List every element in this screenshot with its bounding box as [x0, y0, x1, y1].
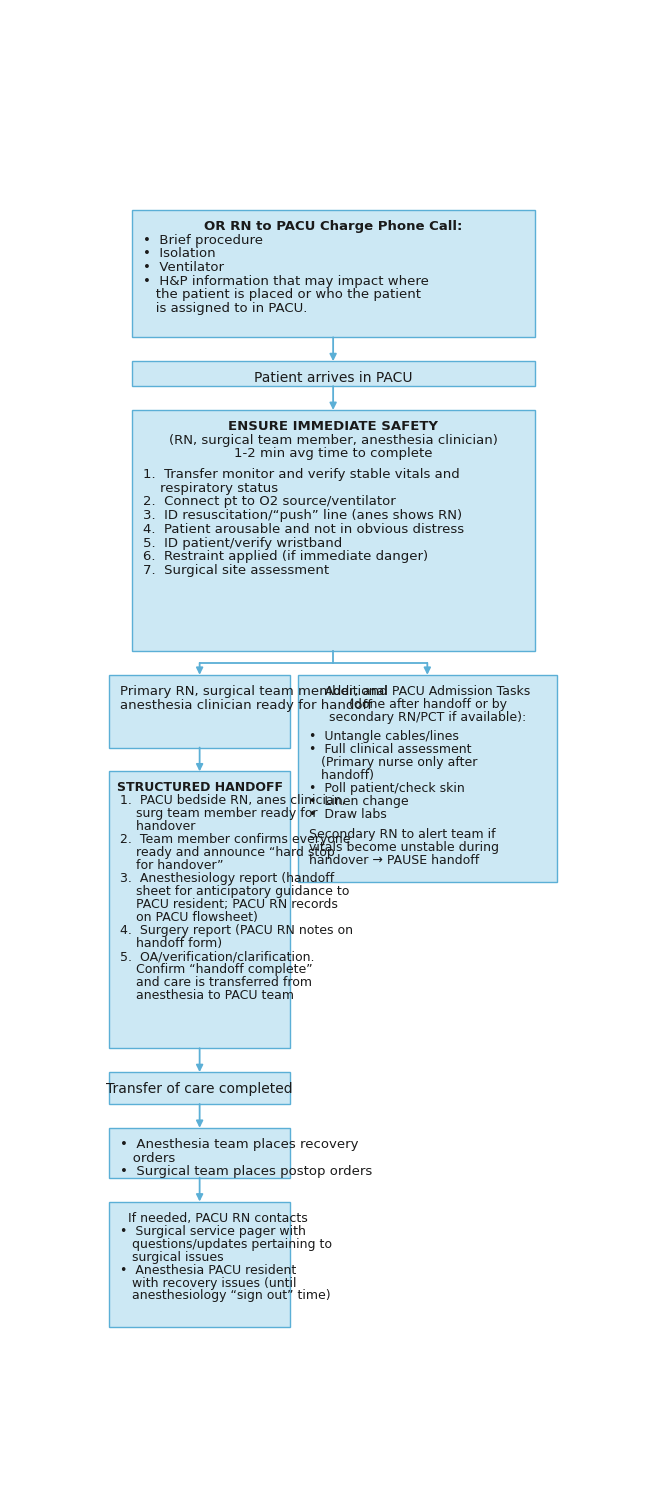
Text: •  Anesthesia PACU resident: • Anesthesia PACU resident	[120, 1263, 296, 1276]
FancyBboxPatch shape	[131, 410, 534, 651]
Text: questions/updates pertaining to: questions/updates pertaining to	[120, 1238, 332, 1251]
FancyBboxPatch shape	[109, 1202, 291, 1328]
Text: Confirm “handoff complete”: Confirm “handoff complete”	[120, 963, 313, 976]
Text: 3.  ID resuscitation/“push” line (anes shows RN): 3. ID resuscitation/“push” line (anes sh…	[143, 509, 462, 522]
Text: secondary RN/PCT if available):: secondary RN/PCT if available):	[329, 711, 526, 724]
Text: ENSURE IMMEDIATE SAFETY: ENSURE IMMEDIATE SAFETY	[228, 420, 438, 434]
Text: •  Isolation: • Isolation	[143, 248, 215, 261]
Text: •  Anesthesia team places recovery: • Anesthesia team places recovery	[120, 1138, 359, 1150]
Text: 1.  Transfer monitor and verify stable vitals and: 1. Transfer monitor and verify stable vi…	[143, 468, 460, 482]
Text: 4.  Surgery report (PACU RN notes on: 4. Surgery report (PACU RN notes on	[120, 924, 353, 938]
Text: Transfer of care completed: Transfer of care completed	[107, 1082, 293, 1096]
Text: Secondary RN to alert team if: Secondary RN to alert team if	[309, 828, 495, 840]
Text: anesthesia clinician ready for handoff: anesthesia clinician ready for handoff	[120, 699, 372, 711]
Text: (Primary nurse only after: (Primary nurse only after	[309, 756, 477, 770]
Text: 7.  Surgical site assessment: 7. Surgical site assessment	[143, 564, 329, 578]
FancyBboxPatch shape	[109, 1072, 291, 1104]
Text: •  Brief procedure: • Brief procedure	[143, 234, 263, 246]
Text: orders: orders	[120, 1152, 176, 1164]
FancyBboxPatch shape	[109, 771, 291, 1048]
Text: •  Ventilator: • Ventilator	[143, 261, 224, 274]
Text: If needed, PACU RN contacts: If needed, PACU RN contacts	[120, 1212, 308, 1224]
Text: •  H&P information that may impact where: • H&P information that may impact where	[143, 274, 428, 288]
Text: (RN, surgical team member, anesthesia clinician): (RN, surgical team member, anesthesia cl…	[169, 433, 497, 447]
Text: (done after handoff or by: (done after handoff or by	[348, 698, 506, 711]
Text: 6.  Restraint applied (if immediate danger): 6. Restraint applied (if immediate dange…	[143, 550, 428, 564]
Text: respiratory status: respiratory status	[143, 482, 278, 495]
Text: •  Draw labs: • Draw labs	[309, 808, 387, 822]
Text: with recovery issues (until: with recovery issues (until	[120, 1276, 296, 1290]
Text: handoff): handoff)	[309, 770, 374, 783]
Text: anesthesia to PACU team: anesthesia to PACU team	[120, 990, 294, 1002]
Text: Primary RN, surgical team member, and: Primary RN, surgical team member, and	[120, 686, 388, 698]
Text: •  Surgical team places postop orders: • Surgical team places postop orders	[120, 1166, 372, 1179]
Text: •  Untangle cables/lines: • Untangle cables/lines	[309, 730, 459, 744]
Text: 2.  Team member confirms everyone: 2. Team member confirms everyone	[120, 834, 350, 846]
Text: Additional PACU Admission Tasks: Additional PACU Admission Tasks	[325, 686, 530, 698]
Text: sheet for anticipatory guidance to: sheet for anticipatory guidance to	[120, 885, 350, 898]
Text: 4.  Patient arousable and not in obvious distress: 4. Patient arousable and not in obvious …	[143, 524, 464, 536]
Text: •  Full clinical assessment: • Full clinical assessment	[309, 744, 471, 756]
FancyBboxPatch shape	[131, 362, 534, 386]
FancyBboxPatch shape	[109, 1128, 291, 1178]
Text: •  Linen change: • Linen change	[309, 795, 409, 808]
Text: handover: handover	[120, 821, 196, 834]
Text: ready and announce “hard stop: ready and announce “hard stop	[120, 846, 335, 859]
Text: 3.  Anesthesiology report (handoff: 3. Anesthesiology report (handoff	[120, 873, 334, 885]
Text: handover → PAUSE handoff: handover → PAUSE handoff	[309, 853, 479, 867]
Text: and care is transferred from: and care is transferred from	[120, 976, 312, 990]
Text: 2.  Connect pt to O2 source/ventilator: 2. Connect pt to O2 source/ventilator	[143, 495, 395, 508]
Text: the patient is placed or who the patient: the patient is placed or who the patient	[143, 288, 421, 302]
Text: 1.  PACU bedside RN, anes clinician,: 1. PACU bedside RN, anes clinician,	[120, 795, 346, 807]
Text: anesthesiology “sign out” time): anesthesiology “sign out” time)	[120, 1290, 331, 1302]
FancyBboxPatch shape	[131, 210, 534, 338]
Text: PACU resident; PACU RN records: PACU resident; PACU RN records	[120, 898, 338, 912]
Text: •  Surgical service pager with: • Surgical service pager with	[120, 1224, 306, 1238]
Text: Patient arrives in PACU: Patient arrives in PACU	[254, 370, 412, 386]
Text: vitals become unstable during: vitals become unstable during	[309, 840, 499, 854]
Text: 1-2 min avg time to complete: 1-2 min avg time to complete	[234, 447, 432, 460]
Text: for handover”: for handover”	[120, 859, 224, 873]
Text: •  Poll patient/check skin: • Poll patient/check skin	[309, 783, 465, 795]
Text: OR RN to PACU Charge Phone Call:: OR RN to PACU Charge Phone Call:	[204, 220, 462, 232]
Text: STRUCTURED HANDOFF: STRUCTURED HANDOFF	[116, 782, 283, 795]
Text: on PACU flowsheet): on PACU flowsheet)	[120, 912, 258, 924]
FancyBboxPatch shape	[109, 675, 291, 747]
Text: is assigned to in PACU.: is assigned to in PACU.	[143, 302, 307, 315]
Text: handoff form): handoff form)	[120, 938, 222, 951]
Text: 5.  OA/verification/clarification.: 5. OA/verification/clarification.	[120, 951, 315, 963]
Text: 5.  ID patient/verify wristband: 5. ID patient/verify wristband	[143, 537, 342, 549]
FancyBboxPatch shape	[298, 675, 557, 882]
Text: surgical issues: surgical issues	[120, 1251, 224, 1263]
Text: surg team member ready for: surg team member ready for	[120, 807, 318, 820]
